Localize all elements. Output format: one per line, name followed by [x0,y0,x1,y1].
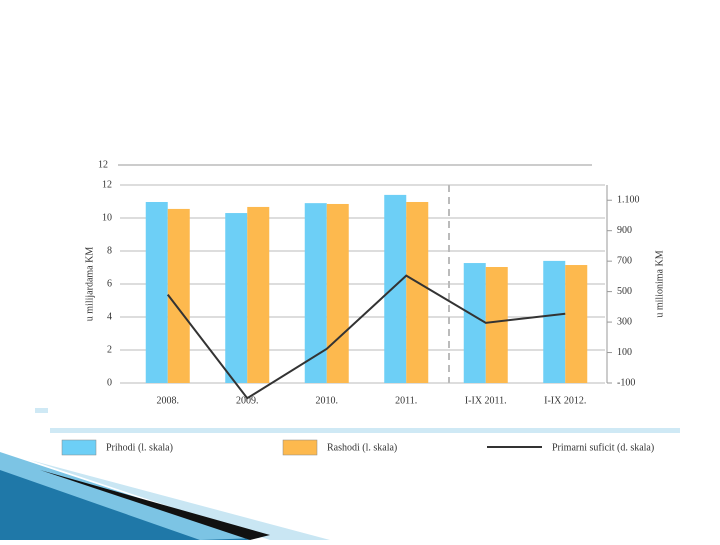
y-tick-label: 12 [102,179,112,190]
x-tick-label: I-IX 2012. [544,395,586,406]
x-tick-label: 2011. [395,395,417,406]
y2-tick-label: -100 [617,377,635,388]
bar [485,267,508,383]
decor-bar [50,428,680,433]
x-tick-label: 2008. [157,395,180,406]
legend-swatch [282,439,318,456]
y-tick-label: 4 [107,311,112,322]
bar [384,194,407,383]
bar [167,208,190,383]
decor-swoosh [40,470,270,540]
decor-swoosh [30,460,330,540]
top-label: 12 [98,159,108,170]
legend-swatch [61,439,97,456]
legend-label: Prihodi (l. skala) [106,442,173,453]
bar [225,213,248,383]
y-axis-label: u milijardama KM [84,247,95,322]
decor-bar [35,408,48,413]
x-tick-label: 2009. [236,395,259,406]
y2-axis-label: u milionima KM [654,250,665,317]
y-tick-label: 0 [107,377,112,388]
bar [145,201,168,383]
y-tick-label: 8 [107,245,112,256]
y2-tick-label: 700 [617,255,632,266]
line-series [166,274,566,400]
x-tick-label: I-IX 2011. [465,395,507,406]
y2-tick-label: 300 [617,316,632,327]
y2-tick-label: 1.100 [617,195,640,206]
bar [304,203,327,383]
y-tick-label: 2 [107,344,112,355]
legend-label: Primarni suficit (d. skala) [552,442,654,453]
y2-tick-label: 500 [617,286,632,297]
bar [326,203,349,383]
y-tick-label: 6 [107,278,112,289]
legend-label: Rashodi (l. skala) [327,442,397,453]
y2-tick-label: 100 [617,347,632,358]
y-tick-label: 10 [102,212,112,223]
x-tick-label: 2010. [316,395,339,406]
y2-tick-label: 900 [617,225,632,236]
bar [247,206,270,383]
bar [565,265,588,383]
bar [543,260,566,383]
bar [406,201,429,383]
bar [463,263,486,383]
